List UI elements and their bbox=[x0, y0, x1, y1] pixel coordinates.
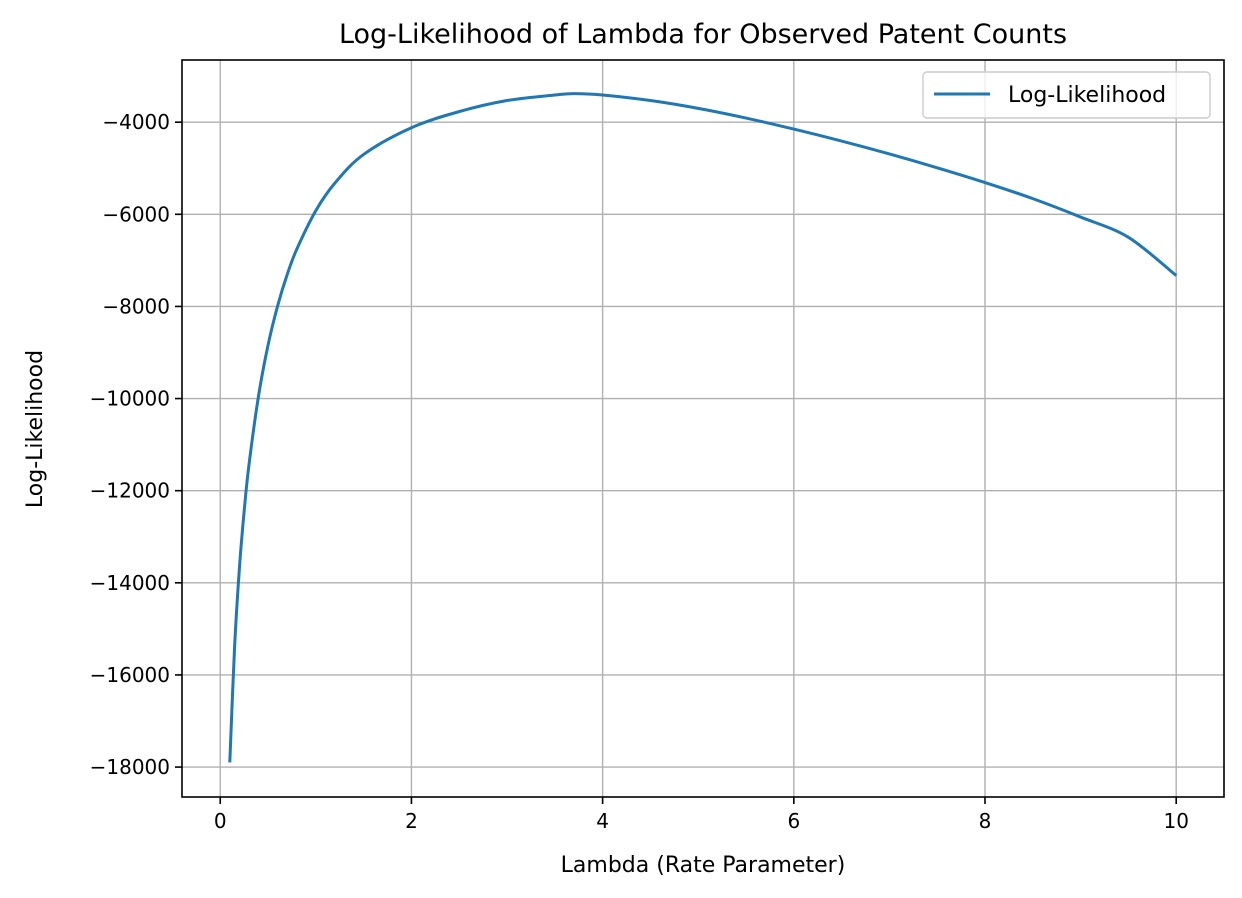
y-tick-label-7: −4000 bbox=[102, 110, 170, 134]
chart-title: Log-Likelihood of Lambda for Observed Pa… bbox=[339, 19, 1067, 50]
plot-area bbox=[181, 59, 1225, 798]
y-tick-label-0: −18000 bbox=[90, 755, 170, 779]
legend-box bbox=[922, 71, 1211, 119]
y-tick-label-4: −10000 bbox=[90, 387, 170, 411]
y-tick-label-2: −14000 bbox=[90, 571, 170, 595]
x-tick-label-5: 10 bbox=[1163, 809, 1188, 833]
grid-lines bbox=[182, 60, 1224, 797]
x-axis-label: Lambda (Rate Parameter) bbox=[561, 853, 846, 878]
axes-frame bbox=[181, 59, 1225, 798]
y-axis-label: Log-Likelihood bbox=[23, 350, 48, 508]
x-tick-label-0: 0 bbox=[214, 809, 227, 833]
x-axis-ticks: 0 2 4 6 8 10 bbox=[214, 797, 1189, 833]
x-tick-label-1: 2 bbox=[405, 809, 418, 833]
legend-label-log-likelihood: Log-Likelihood bbox=[1008, 83, 1166, 108]
legend: Log-Likelihood bbox=[922, 71, 1211, 119]
y-tick-label-3: −12000 bbox=[90, 479, 170, 503]
x-tick-label-4: 8 bbox=[979, 809, 992, 833]
series-line-log-likelihood bbox=[228, 92, 1178, 763]
y-tick-label-5: −8000 bbox=[102, 294, 170, 318]
y-tick-label-1: −16000 bbox=[90, 663, 170, 687]
x-tick-label-2: 4 bbox=[596, 809, 609, 833]
x-tick-label-3: 6 bbox=[787, 809, 800, 833]
y-tick-label-6: −6000 bbox=[102, 202, 170, 226]
y-axis-ticks: −18000 −16000 −14000 −12000 −10000 −8000 −6000… bbox=[90, 110, 182, 779]
series-layer bbox=[228, 92, 1178, 763]
